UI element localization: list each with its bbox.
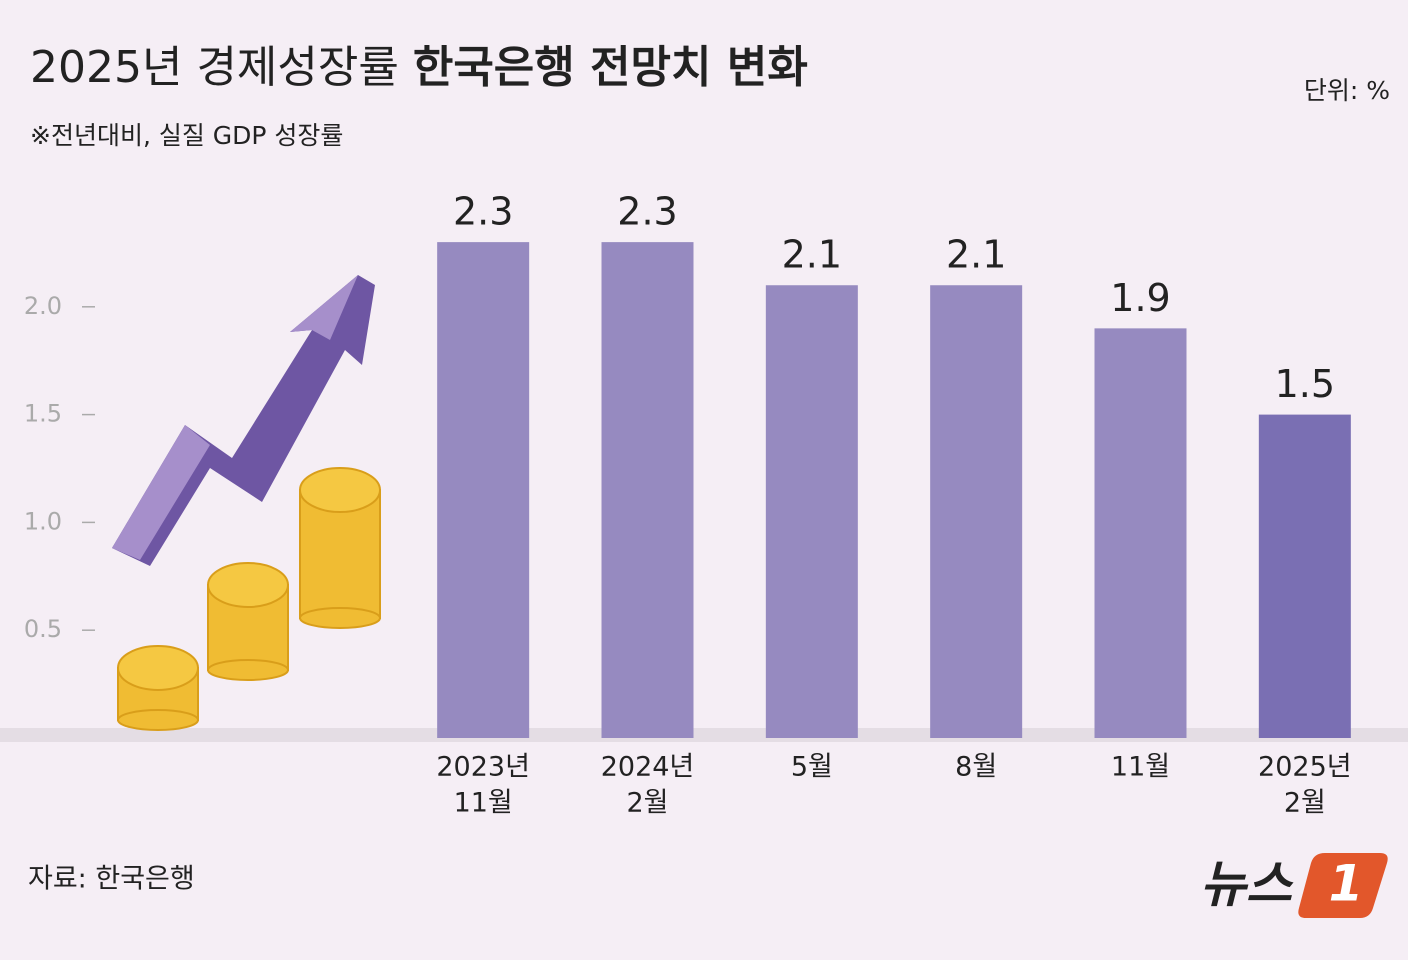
coin: [117, 709, 199, 731]
logo-text: 뉴스: [1200, 856, 1294, 914]
coin: [299, 607, 381, 629]
coin: [299, 467, 381, 513]
title-light: 2025년 경제성장률: [30, 42, 399, 93]
x-tick-label: 8월: [955, 752, 997, 783]
value-label: 2.1: [782, 233, 842, 277]
value-label: 1.5: [1275, 362, 1335, 406]
coin: [207, 659, 289, 681]
arrow-light: [112, 425, 210, 560]
bar: [1094, 328, 1187, 738]
title-bold: 한국은행 전망치 변화: [413, 42, 808, 93]
x-tick-label: 11월: [1111, 752, 1170, 783]
value-label: 2.3: [453, 190, 513, 234]
chart-title: 2025년 경제성장률 한국은행 전망치 변화: [30, 42, 808, 93]
value-label: 1.9: [1110, 276, 1170, 320]
logo: 뉴스 1: [1200, 853, 1388, 918]
unit: 단위: %: [1304, 76, 1390, 105]
y-tick-label: 0.5: [24, 615, 62, 643]
value-label: 2.3: [617, 190, 677, 234]
value-label: 2.1: [946, 233, 1006, 277]
bar: [1258, 414, 1351, 738]
x-tick-label: 2025년: [1258, 752, 1352, 783]
arrow-light: [290, 275, 358, 340]
bar: [765, 285, 858, 738]
y-tick-label: 1.5: [24, 400, 62, 428]
x-tick-label: 2월: [1284, 788, 1326, 819]
x-tick-label: 2월: [626, 788, 668, 819]
illustration: [112, 275, 381, 731]
coin: [117, 645, 199, 691]
source: 자료: 한국은행: [28, 864, 195, 895]
bar: [437, 242, 530, 738]
baseline: [0, 728, 1408, 742]
x-tick-label: 2023년: [436, 752, 530, 783]
bar: [601, 242, 694, 738]
logo-number: 1: [1329, 855, 1364, 913]
y-tick-label: 1.0: [24, 507, 62, 535]
subtitle: ※전년대비, 실질 GDP 성장률: [30, 121, 343, 150]
x-tick-label: 11월: [454, 788, 513, 819]
coin: [207, 562, 289, 608]
bar: [930, 285, 1023, 738]
logo-badge: [1298, 853, 1388, 918]
x-tick-label: 5월: [791, 752, 833, 783]
x-tick-label: 2024년: [601, 752, 695, 783]
y-tick-label: 2.0: [24, 292, 62, 320]
